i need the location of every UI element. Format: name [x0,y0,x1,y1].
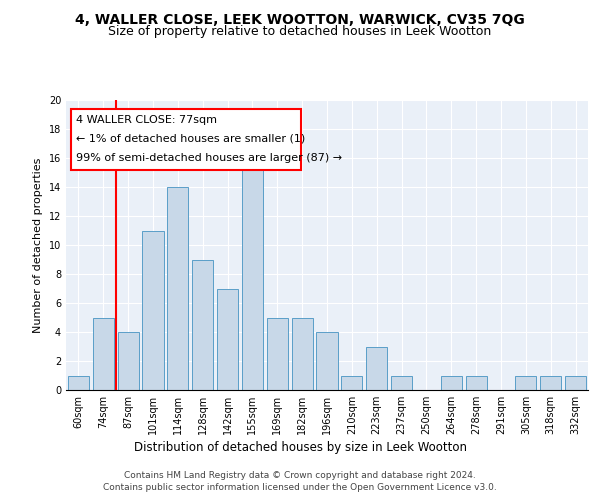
FancyBboxPatch shape [71,108,301,170]
Text: Size of property relative to detached houses in Leek Wootton: Size of property relative to detached ho… [109,25,491,38]
Bar [192,260,213,390]
Bar [217,288,238,390]
Bar [366,346,387,390]
Text: 4, WALLER CLOSE, LEEK WOOTTON, WARWICK, CV35 7QG: 4, WALLER CLOSE, LEEK WOOTTON, WARWICK, … [75,12,525,26]
Text: 4 WALLER CLOSE: 77sqm: 4 WALLER CLOSE: 77sqm [76,114,217,124]
Text: Distribution of detached houses by size in Leek Wootton: Distribution of detached houses by size … [133,441,467,454]
Bar [93,318,114,390]
Bar [68,376,89,390]
Bar [142,230,164,390]
Bar [565,376,586,390]
Bar [292,318,313,390]
Text: 99% of semi-detached houses are larger (87) →: 99% of semi-detached houses are larger (… [76,152,343,162]
Bar [242,158,263,390]
Bar [167,187,188,390]
Text: Contains HM Land Registry data © Crown copyright and database right 2024.
Contai: Contains HM Land Registry data © Crown c… [103,471,497,492]
Bar [466,376,487,390]
Y-axis label: Number of detached properties: Number of detached properties [33,158,43,332]
Bar [341,376,362,390]
Bar [391,376,412,390]
Bar [540,376,561,390]
Bar [515,376,536,390]
Bar [267,318,288,390]
Bar [316,332,338,390]
Text: ← 1% of detached houses are smaller (1): ← 1% of detached houses are smaller (1) [76,134,305,143]
Bar [441,376,462,390]
Bar [118,332,139,390]
